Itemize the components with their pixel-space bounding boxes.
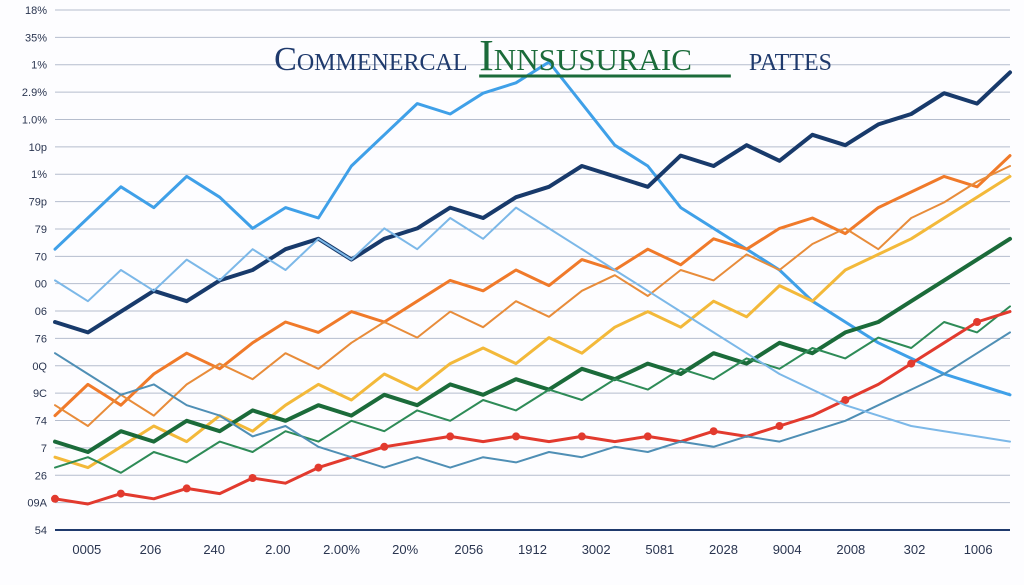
y-tick-label: 79p — [29, 197, 47, 209]
y-tick-label: 7 — [41, 443, 47, 455]
x-tick-label: 9004 — [773, 542, 802, 557]
marker — [249, 474, 257, 482]
marker — [775, 422, 783, 430]
marker — [117, 490, 125, 498]
y-tick-label: 1% — [31, 169, 47, 181]
x-tick-label: 0005 — [72, 542, 101, 557]
line-chart: 18% 35% 1% 2.9% 1.0% 10p 1% 79p 79 70 00 06 76 0Q 9C 74… — [0, 0, 1024, 585]
marker — [710, 427, 718, 435]
y-tick-label: 1% — [31, 60, 47, 72]
y-tick-label: 79 — [35, 224, 47, 236]
x-tick-label: 206 — [140, 542, 162, 557]
y-tick-label: 74 — [35, 416, 47, 428]
x-tick-label: 2.00% — [323, 542, 360, 557]
y-tick-label: 10p — [29, 142, 47, 154]
y-tick-label: 76 — [35, 333, 47, 345]
chart-container: 18% 35% 1% 2.9% 1.0% 10p 1% 79p 79 70 00 06 76 0Q 9C 74… — [0, 0, 1024, 585]
y-tick-label: 00 — [35, 279, 47, 291]
x-tick-label: 1006 — [964, 542, 993, 557]
x-tick-label: 240 — [203, 542, 225, 557]
y-tick-label: 18% — [25, 5, 47, 17]
y-tick-label: 09A — [27, 498, 47, 510]
y-tick-label: 1.0% — [22, 114, 47, 126]
y-tick-label: 0Q — [32, 361, 47, 373]
title-word-1: Commenercal — [274, 41, 467, 78]
y-tick-label: 35% — [25, 32, 47, 44]
x-tick-label: 1912 — [518, 542, 547, 557]
title-word-3: pattes — [749, 41, 832, 78]
title-word-2: Innsusuraic — [479, 31, 692, 80]
y-tick-label: 26 — [35, 470, 47, 482]
x-tick-label: 3002 — [582, 542, 611, 557]
marker — [644, 432, 652, 440]
y-tick-label: 06 — [35, 306, 47, 318]
x-tick-label: 20% — [392, 542, 418, 557]
y-tick-label: 9C — [33, 388, 47, 400]
x-tick-label: 5081 — [645, 542, 674, 557]
marker — [51, 495, 59, 503]
y-tick-label: 70 — [35, 251, 47, 263]
x-tick-label: 2028 — [709, 542, 738, 557]
marker — [314, 464, 322, 472]
marker — [512, 432, 520, 440]
x-tick-label: 2008 — [836, 542, 865, 557]
y-tick-label: 54 — [35, 525, 47, 537]
marker — [380, 443, 388, 451]
x-tick-label: 2056 — [454, 542, 483, 557]
marker — [183, 484, 191, 492]
marker — [578, 432, 586, 440]
y-tick-label: 2.9% — [22, 87, 47, 99]
x-tick-label: 302 — [904, 542, 926, 557]
marker — [973, 318, 981, 326]
x-tick-label: 2.00 — [265, 542, 290, 557]
marker — [907, 360, 915, 368]
marker — [446, 432, 454, 440]
